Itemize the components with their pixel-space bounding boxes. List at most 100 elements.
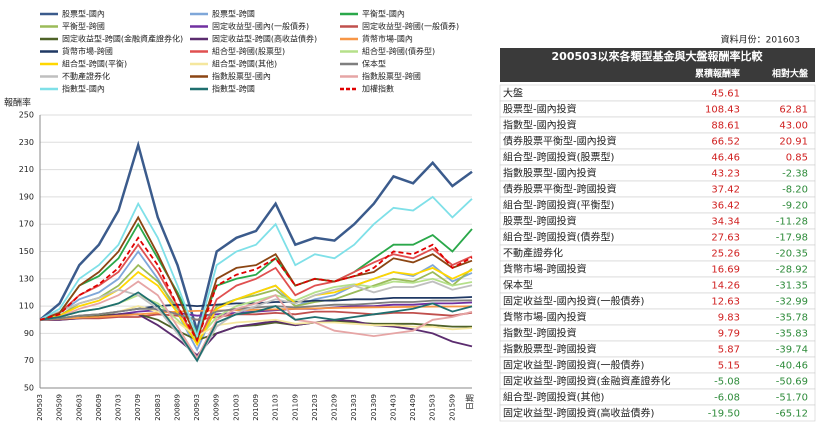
table-title: 200503以來各類型基金與大盤報酬率比較 — [552, 49, 764, 63]
table-cell: 貨幣市場-國內投資 — [503, 311, 587, 324]
table-date: 資料月份：201603 — [721, 34, 800, 46]
table-cell: -40.46 — [776, 361, 808, 372]
table-cell: 37.42 — [711, 185, 740, 196]
legend-label: 組合型-跨國(債券型) — [362, 46, 435, 56]
table-cell: 固定收益型-國內投資(一般債券) — [503, 295, 645, 308]
legend-label: 組合型-跨國(股票型) — [212, 46, 285, 56]
x-tick-label: 201203 — [311, 394, 319, 421]
table-cell: -51.70 — [776, 393, 808, 404]
legend-label: 不動產證券化 — [62, 71, 110, 81]
table-cell: 指數型-跨國投資 — [503, 327, 577, 340]
table-cell: 指數股票型-國內投資 — [503, 167, 597, 180]
table-cell: 大盤 — [503, 87, 523, 100]
legend-label: 股票型-跨國 — [212, 10, 255, 19]
x-tick-label: 200903 — [193, 394, 201, 421]
table-cell: 88.61 — [711, 121, 740, 132]
table-cell: -50.69 — [776, 377, 808, 388]
table-row — [499, 84, 816, 102]
table-cell: -9.20 — [782, 201, 808, 212]
table-cell: 組合型-跨國投資(股票型) — [503, 151, 615, 164]
x-tick-label: 201003 — [232, 394, 240, 421]
table-cell: 債券股票平衡型-國內投資 — [503, 135, 617, 148]
table-cell: -32.99 — [776, 297, 808, 308]
y-tick-label: 210 — [19, 165, 34, 174]
table-cell: 45.61 — [711, 89, 740, 100]
x-tick-label: 201303 — [350, 394, 358, 421]
x-tick-label: 200503 — [36, 394, 44, 421]
y-tick-label: 70 — [24, 356, 34, 365]
table-cell: 股票型-跨國投資 — [503, 215, 577, 228]
table-cell: 5.15 — [718, 361, 740, 372]
table-row — [499, 276, 816, 294]
table-cell: -35.83 — [776, 329, 808, 340]
legend-label: 貨幣市場-跨國 — [62, 46, 113, 56]
series-line — [40, 313, 473, 357]
series-line — [39, 263, 473, 342]
x-tick-label: 200709 — [134, 394, 142, 421]
y-tick-label: 170 — [19, 220, 34, 229]
table-cell: 固定收益型-跨國投資(金融資產證券化 — [503, 375, 671, 388]
table-head-bg — [500, 48, 815, 82]
table-cell: 9.79 — [718, 329, 740, 340]
series-line — [39, 243, 473, 347]
table-cell: -31.35 — [776, 281, 808, 292]
table-cell: 不動產證券化 — [503, 247, 563, 260]
y-tick-label: 190 — [19, 192, 34, 201]
table-cell: -17.98 — [776, 233, 808, 244]
legend-label: 保本型 — [362, 59, 386, 69]
x-tick-label: 200809 — [173, 394, 181, 421]
x-tick-label: 200803 — [154, 394, 162, 421]
table-cell: 固定收益型-跨國投資(一般債券) — [503, 359, 645, 372]
series-line — [39, 215, 473, 343]
table-cell: -6.08 — [714, 393, 740, 404]
x-tick-label: 200609 — [95, 394, 103, 421]
table-cell: -35.78 — [776, 313, 808, 324]
x-tick-label: 201209 — [331, 394, 339, 421]
x-tick-label: 201409 — [409, 394, 417, 421]
table-cell: 62.81 — [779, 105, 808, 116]
series-line — [39, 280, 473, 360]
series-line — [39, 195, 473, 339]
series-line — [39, 222, 473, 336]
table-cell: 34.34 — [711, 217, 740, 228]
x-tick-label: 200703 — [115, 394, 123, 421]
series-line — [40, 310, 473, 321]
series-line — [39, 305, 473, 321]
legend-label: 指數型-國內 — [62, 84, 105, 94]
series-line — [39, 140, 473, 336]
table-cell: 16.69 — [711, 265, 740, 276]
x-tick-label: 200603 — [75, 394, 83, 421]
table-cell: -28.92 — [776, 265, 808, 276]
table-cell: 36.42 — [711, 201, 740, 212]
legend-label: 組合型-跨國(其他) — [212, 59, 277, 69]
x-tick-label: 201009 — [252, 394, 260, 421]
legend-label: 指數型-跨國 — [212, 84, 255, 94]
table-cell: 5.87 — [718, 345, 740, 356]
y-axis-label: 報酬率 — [4, 97, 31, 109]
x-tick-label: 201103 — [272, 394, 280, 421]
table-cell: 債券股票平衡型-跨國投資 — [503, 183, 617, 196]
table-cell: 43.23 — [711, 169, 740, 180]
table-cell: 組合型-跨國投資(債券型) — [503, 231, 615, 244]
table-row — [499, 404, 816, 422]
y-tick-label: 110 — [19, 302, 34, 311]
table-header: 累積報酬率 — [695, 68, 740, 80]
table-cell: -39.74 — [776, 345, 808, 356]
legend-label: 股票型-國內 — [62, 10, 105, 19]
legend-label: 指數股票型-跨國 — [362, 71, 421, 81]
table-cell: 66.52 — [711, 137, 740, 148]
table-cell: 固定收益型-跨國投資(高收益債券) — [503, 407, 655, 420]
table-cell: 27.63 — [711, 233, 740, 244]
legend-label: 貨幣市場-國內 — [362, 34, 413, 44]
legend-label: 平衡型-跨國 — [62, 21, 105, 31]
table-cell: 股票型-國內投資 — [503, 103, 577, 116]
table-header: 相對大盤 — [772, 68, 809, 80]
table-cell: 組合型-跨國投資(其他) — [503, 391, 605, 404]
table-cell: 指數股票型-跨國投資 — [503, 343, 597, 356]
y-tick-label: 150 — [19, 247, 34, 256]
x-tick-label: 200509 — [56, 394, 64, 421]
legend-label: 固定收益型-國內(一般債券) — [212, 21, 309, 31]
table-cell: 保本型 — [503, 279, 533, 292]
x-axis-label: 日期 — [466, 394, 475, 410]
